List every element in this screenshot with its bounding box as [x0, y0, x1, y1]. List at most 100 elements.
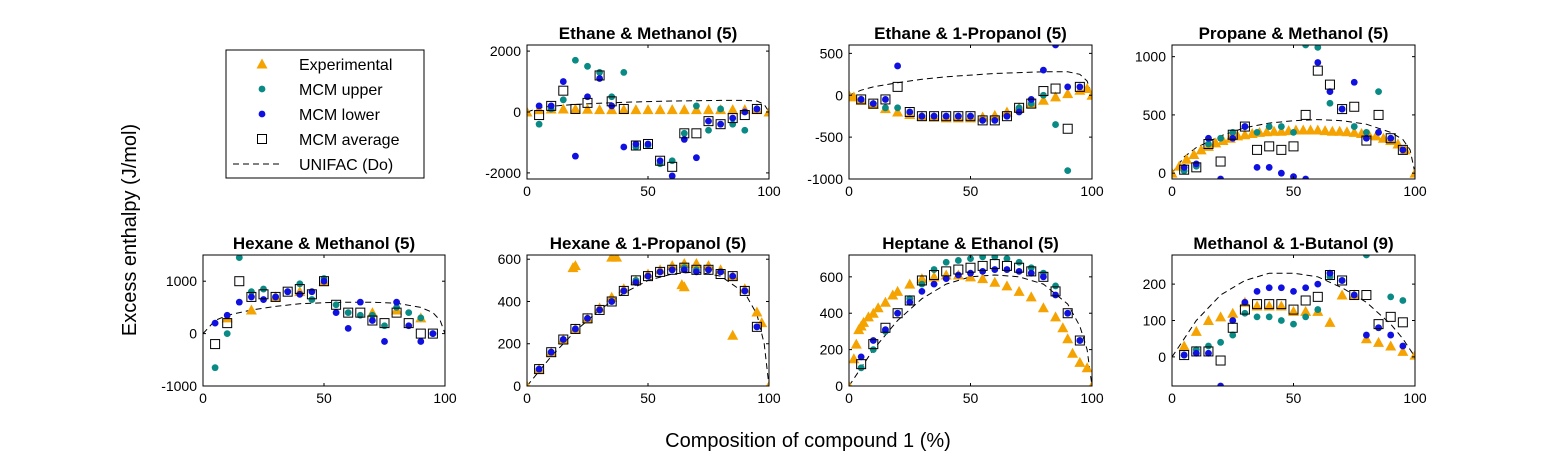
- mcm-average-point: [606, 296, 617, 307]
- legend-marker-mcm-upper: [258, 85, 266, 93]
- x-tick-label: 100: [1080, 183, 1104, 199]
- mcm-average-point: [856, 94, 867, 105]
- mcm-average-point: [929, 111, 940, 122]
- y-tick-label: 400: [498, 293, 522, 309]
- mcm-upper-point: [894, 104, 901, 112]
- y-tick-label: -2000: [485, 165, 521, 181]
- mcm-average-point: [929, 270, 940, 281]
- mcm-lower-point: [1003, 112, 1011, 120]
- mcm-average-point: [727, 271, 738, 282]
- mcm-average-point: [1288, 141, 1299, 152]
- mcm-average-point: [1038, 86, 1049, 97]
- mcm-average-point: [1203, 346, 1214, 357]
- x-tick-label: 50: [1286, 390, 1302, 406]
- mcm-average-point: [856, 359, 867, 370]
- experimental-point: [1336, 289, 1348, 300]
- mcm-average-point: [427, 328, 438, 339]
- mcm-average-point: [630, 140, 641, 151]
- experimental-point: [1348, 126, 1360, 137]
- mcm-average-point: [1385, 133, 1396, 144]
- experimental-point: [1397, 345, 1409, 356]
- mcm-upper-point: [918, 280, 926, 288]
- mcm-lower-point: [1180, 351, 1188, 359]
- unifac-curve: [527, 271, 769, 386]
- mcm-average-point: [558, 85, 569, 96]
- mcm-upper-point: [1265, 123, 1273, 130]
- experimental-point: [1025, 291, 1037, 302]
- mcm-lower-point: [705, 117, 712, 125]
- mcm-upper-point: [248, 288, 255, 296]
- experimental-point: [765, 380, 769, 386]
- x-tick-label: 50: [640, 390, 656, 406]
- mcm-average-point: [1179, 350, 1190, 361]
- mcm-lower-point: [705, 266, 712, 274]
- experimental-point: [569, 260, 581, 271]
- experimental-point: [849, 380, 853, 386]
- mcm-average-point: [246, 291, 257, 302]
- mcm-lower-point: [235, 298, 243, 306]
- mcm-lower-point: [1363, 331, 1370, 339]
- mcm-lower-point: [1302, 284, 1310, 292]
- mcm-upper-point: [954, 257, 962, 264]
- mcm-average-point: [546, 347, 557, 358]
- experimental-point: [727, 104, 739, 115]
- mcm-lower-point: [894, 309, 901, 317]
- subplot-title: Hexane & Methanol (5): [233, 234, 415, 253]
- experimental-point: [849, 353, 860, 364]
- mcm-average-point: [1324, 270, 1335, 281]
- mcm-lower-point: [1375, 324, 1382, 332]
- mcm-lower-point: [753, 323, 761, 331]
- mcm-lower-point: [869, 337, 877, 344]
- mcm-upper-point: [1290, 128, 1297, 136]
- y-tick-label: 200: [498, 336, 522, 352]
- subplot-title: Propane & Methanol (5): [1199, 24, 1389, 43]
- plot-area: [1172, 45, 1415, 179]
- unifac-curve: [527, 99, 769, 113]
- mcm-lower-point: [559, 78, 567, 85]
- mcm-average-point: [1239, 121, 1250, 132]
- mcm-average-point: [1349, 101, 1360, 112]
- mcm-lower-point: [942, 112, 950, 120]
- mcm-lower-point: [991, 266, 999, 273]
- series-unifac-do: [1172, 272, 1415, 358]
- mcm-upper-point: [729, 120, 737, 128]
- mcm-lower-point: [393, 298, 400, 306]
- mcm-lower-point: [1326, 269, 1334, 277]
- mcm-average-point: [1324, 79, 1335, 90]
- experimental-point: [1288, 305, 1299, 316]
- mcm-lower-point: [930, 112, 938, 120]
- mcm-upper-point: [1265, 313, 1273, 321]
- mcm-average-point: [904, 107, 915, 117]
- experimental-point: [1319, 125, 1331, 136]
- mcm-average-point: [294, 284, 305, 295]
- mcm-lower-point: [211, 319, 219, 327]
- mcm-upper-point: [741, 126, 749, 134]
- y-tick-label: 0: [835, 87, 843, 103]
- series-mcm-upper: [535, 56, 761, 168]
- mcm-lower-point: [1265, 163, 1273, 171]
- experimental-point: [1300, 305, 1312, 316]
- x-tick-label: 100: [757, 183, 781, 199]
- y-tick-label: 1000: [166, 273, 197, 289]
- experimental-point: [611, 255, 623, 262]
- mcm-average-point: [1001, 111, 1012, 122]
- plot-area: [849, 255, 1092, 386]
- mcm-average-point: [1050, 83, 1061, 94]
- x-tick-label: 50: [316, 390, 332, 406]
- mcm-upper-point: [417, 314, 425, 322]
- mcm-upper-point: [344, 309, 352, 317]
- mcm-lower-point: [656, 268, 664, 276]
- experimental-point: [1188, 149, 1200, 160]
- mcm-lower-point: [906, 108, 914, 116]
- mcm-lower-point: [942, 275, 950, 283]
- experimental-point: [1215, 311, 1227, 322]
- mcm-lower-point: [596, 306, 603, 314]
- subplot-title: Heptane & Ethanol (5): [882, 234, 1059, 253]
- experimental-point: [1268, 125, 1280, 136]
- y-tick-label: 200: [1143, 276, 1167, 292]
- mcm-average-point: [534, 364, 545, 375]
- mcm-average-point: [1074, 81, 1085, 92]
- y-tick-label: 600: [498, 251, 522, 267]
- experimental-point: [892, 106, 904, 117]
- unifac-curve: [1172, 272, 1415, 358]
